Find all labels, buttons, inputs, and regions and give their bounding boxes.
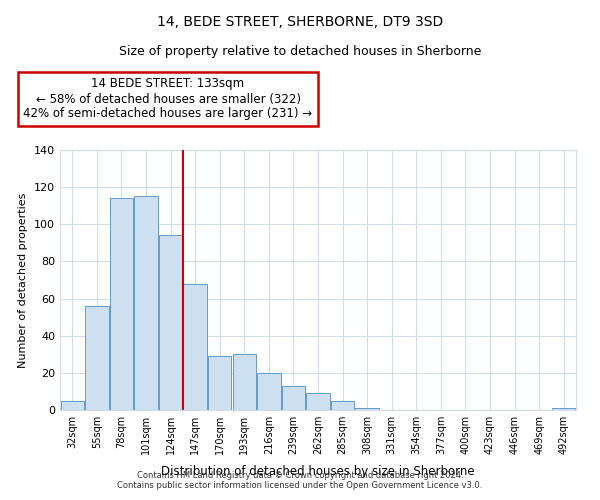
Bar: [233, 354, 256, 410]
Bar: [208, 356, 232, 410]
Text: 14, BEDE STREET, SHERBORNE, DT9 3SD: 14, BEDE STREET, SHERBORNE, DT9 3SD: [157, 15, 443, 29]
Bar: [61, 400, 84, 410]
Bar: [110, 198, 133, 410]
Bar: [282, 386, 305, 410]
Bar: [134, 196, 158, 410]
Bar: [184, 284, 207, 410]
X-axis label: Distribution of detached houses by size in Sherborne: Distribution of detached houses by size …: [161, 466, 475, 478]
Bar: [355, 408, 379, 410]
Text: Size of property relative to detached houses in Sherborne: Size of property relative to detached ho…: [119, 45, 481, 58]
Bar: [159, 236, 182, 410]
Y-axis label: Number of detached properties: Number of detached properties: [19, 192, 28, 368]
Bar: [552, 408, 575, 410]
Bar: [331, 400, 354, 410]
Text: 14 BEDE STREET: 133sqm
← 58% of detached houses are smaller (322)
42% of semi-de: 14 BEDE STREET: 133sqm ← 58% of detached…: [23, 78, 313, 120]
Bar: [257, 373, 281, 410]
Text: Contains HM Land Registry data © Crown copyright and database right 2024.
Contai: Contains HM Land Registry data © Crown c…: [118, 470, 482, 490]
Bar: [307, 394, 329, 410]
Bar: [85, 306, 109, 410]
